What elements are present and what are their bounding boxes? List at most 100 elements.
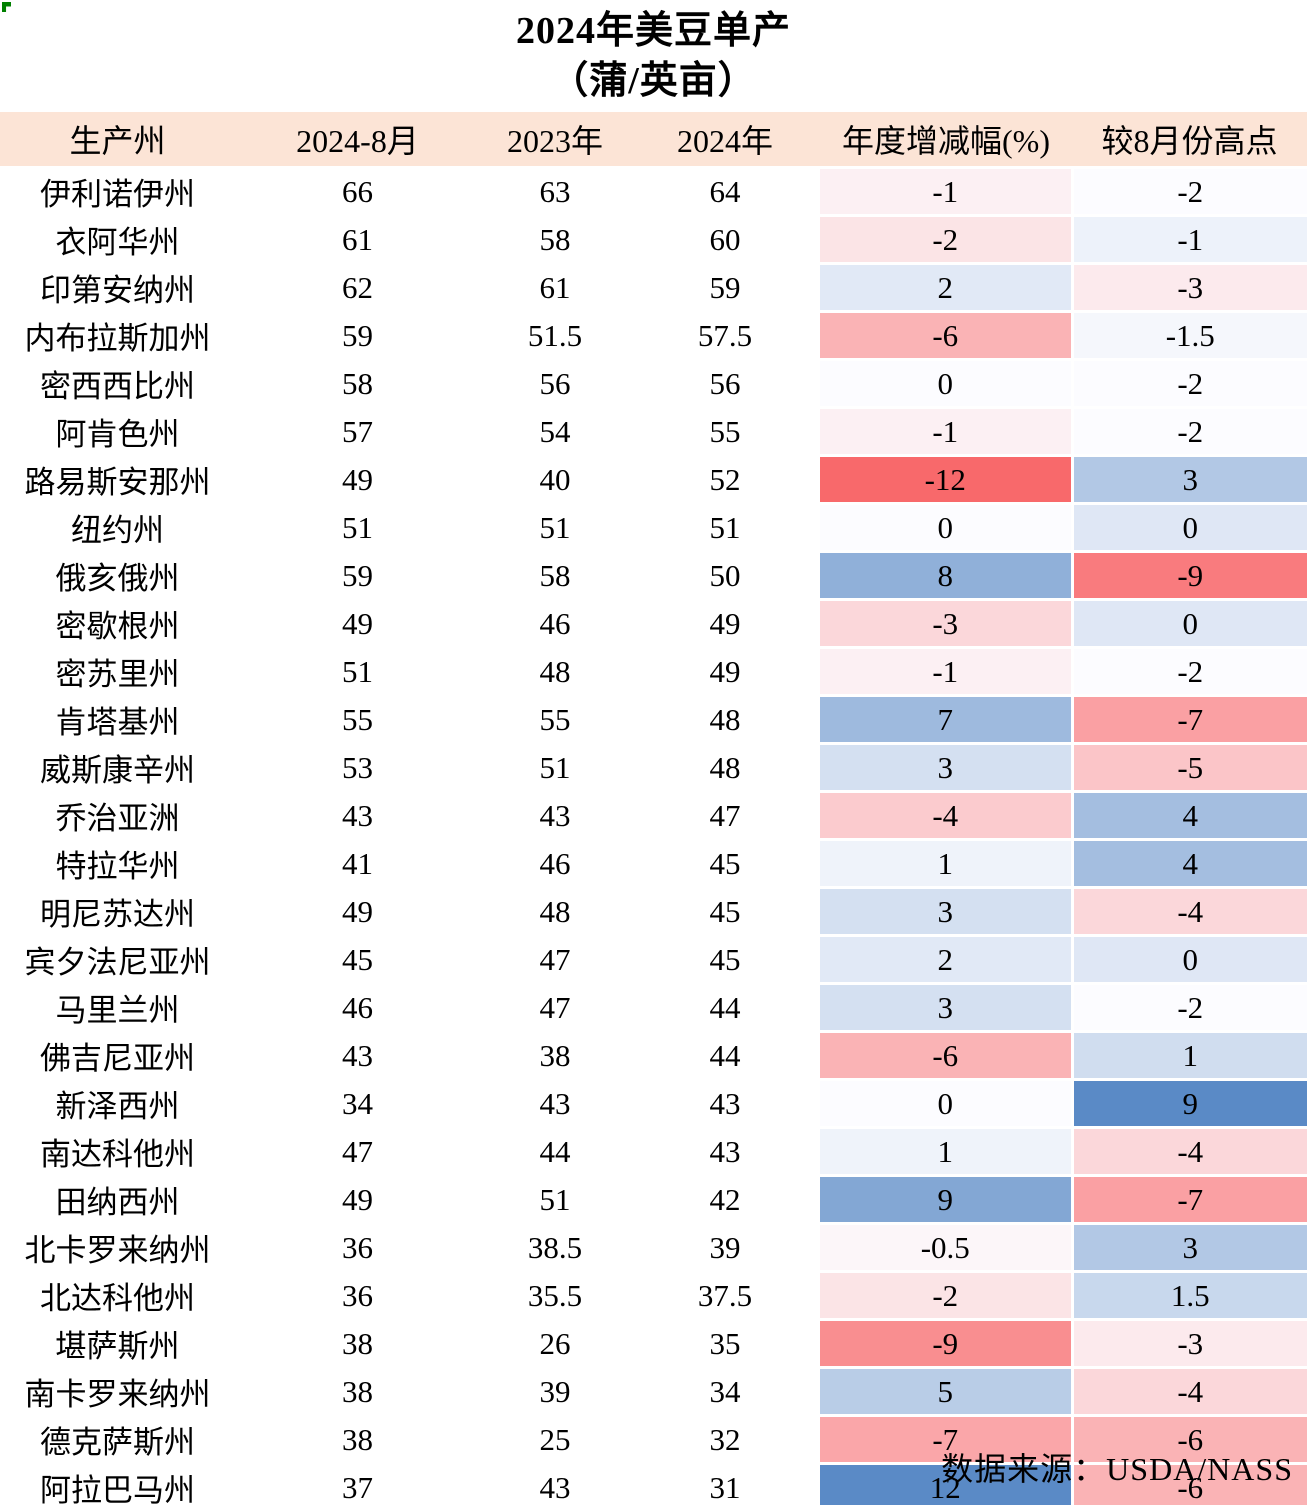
table-row: 威斯康辛州 53 51 48 3 -5	[0, 743, 1307, 793]
year-2024-cell: 55	[630, 407, 820, 457]
year-2024-cell: 45	[630, 935, 820, 985]
year-2023-cell: 46	[480, 839, 630, 889]
state-name-cell: 南达科他州	[0, 1127, 235, 1177]
table-row: 密歇根州 49 46 49 -3 0	[0, 599, 1307, 649]
col-header-yoy-change: 年度增减幅(%)	[820, 112, 1072, 169]
aug-2024-cell: 47	[235, 1127, 480, 1177]
state-name-cell: 纽约州	[0, 503, 235, 553]
aug-2024-cell: 51	[235, 503, 480, 553]
aug-2024-cell: 66	[235, 167, 480, 217]
year-2024-cell: 37.5	[630, 1271, 820, 1321]
yoy-change-cell: -3	[820, 599, 1074, 649]
aug-2024-cell: 55	[235, 695, 480, 745]
yoy-change-cell: 1	[820, 839, 1074, 889]
year-2023-cell: 48	[480, 647, 630, 697]
state-name-cell: 阿肯色州	[0, 407, 235, 457]
year-2024-cell: 52	[630, 455, 820, 505]
table-row: 纽约州 51 51 51 0 0	[0, 503, 1307, 553]
data-source-note: 数据来源：USDA/NASS	[941, 1451, 1293, 1487]
year-2024-cell: 32	[630, 1415, 820, 1465]
aug-2024-cell: 49	[235, 887, 480, 937]
year-2024-cell: 34	[630, 1367, 820, 1417]
vs-aug-high-cell: 4	[1072, 839, 1307, 889]
state-name-cell: 特拉华州	[0, 839, 235, 889]
vs-aug-high-cell: -4	[1072, 1367, 1307, 1417]
table-row: 北卡罗来纳州 36 38.5 39 -0.5 3	[0, 1223, 1307, 1273]
yoy-change-cell: 3	[820, 743, 1074, 793]
state-name-cell: 路易斯安那州	[0, 455, 235, 505]
state-name-cell: 北卡罗来纳州	[0, 1223, 235, 1273]
year-2024-cell: 44	[630, 1031, 820, 1081]
table-row: 明尼苏达州 49 48 45 3 -4	[0, 887, 1307, 937]
state-name-cell: 南卡罗来纳州	[0, 1367, 235, 1417]
year-2024-cell: 45	[630, 887, 820, 937]
aug-2024-cell: 34	[235, 1079, 480, 1129]
table-row: 路易斯安那州 49 40 52 -12 3	[0, 455, 1307, 505]
year-2024-cell: 35	[630, 1319, 820, 1369]
aug-2024-cell: 37	[235, 1463, 480, 1505]
yoy-change-cell: -4	[820, 791, 1074, 841]
year-2023-cell: 25	[480, 1415, 630, 1465]
year-2023-cell: 58	[480, 551, 630, 601]
aug-2024-cell: 36	[235, 1271, 480, 1321]
yoy-change-cell: -6	[820, 1031, 1074, 1081]
yoy-change-cell: 0	[820, 1079, 1074, 1129]
year-2023-cell: 56	[480, 359, 630, 409]
table-row: 内布拉斯加州 59 51.5 57.5 -6 -1.5	[0, 311, 1307, 361]
yoy-change-cell: -2	[820, 1271, 1074, 1321]
yoy-change-cell: 5	[820, 1367, 1074, 1417]
year-2023-cell: 63	[480, 167, 630, 217]
col-header-vs-aug-high: 较8月份高点	[1072, 112, 1307, 169]
yoy-change-cell: -0.5	[820, 1223, 1074, 1273]
year-2023-cell: 44	[480, 1127, 630, 1177]
table-row: 肯塔基州 55 55 48 7 -7	[0, 695, 1307, 745]
year-2023-cell: 54	[480, 407, 630, 457]
year-2023-cell: 43	[480, 1463, 630, 1505]
yoy-change-cell: 2	[820, 263, 1074, 313]
year-2023-cell: 51	[480, 503, 630, 553]
table-row: 南达科他州 47 44 43 1 -4	[0, 1127, 1307, 1177]
state-name-cell: 密西西比州	[0, 359, 235, 409]
year-2023-cell: 47	[480, 983, 630, 1033]
vs-aug-high-cell: -3	[1072, 1319, 1307, 1369]
year-2024-cell: 56	[630, 359, 820, 409]
state-name-cell: 堪萨斯州	[0, 1319, 235, 1369]
vs-aug-high-cell: -9	[1072, 551, 1307, 601]
year-2023-cell: 48	[480, 887, 630, 937]
yoy-change-cell: -12	[820, 455, 1074, 505]
state-name-cell: 佛吉尼亚州	[0, 1031, 235, 1081]
aug-2024-cell: 43	[235, 1031, 480, 1081]
yoy-change-cell: -1	[820, 167, 1074, 217]
year-2023-cell: 43	[480, 1079, 630, 1129]
aug-2024-cell: 59	[235, 311, 480, 361]
yoy-change-cell: -1	[820, 647, 1074, 697]
state-name-cell: 密苏里州	[0, 647, 235, 697]
year-2023-cell: 43	[480, 791, 630, 841]
yoy-change-cell: 2	[820, 935, 1074, 985]
aug-2024-cell: 62	[235, 263, 480, 313]
state-name-cell: 肯塔基州	[0, 695, 235, 745]
yoy-change-cell: 8	[820, 551, 1074, 601]
aug-2024-cell: 58	[235, 359, 480, 409]
vs-aug-high-cell: -3	[1072, 263, 1307, 313]
table-row: 伊利诺伊州 66 63 64 -1 -2	[0, 167, 1307, 217]
year-2024-cell: 42	[630, 1175, 820, 1225]
table-row: 北达科他州 36 35.5 37.5 -2 1.5	[0, 1271, 1307, 1321]
vs-aug-high-cell: -2	[1072, 983, 1307, 1033]
year-2023-cell: 38.5	[480, 1223, 630, 1273]
col-header-aug-2024: 2024-8月	[235, 112, 480, 169]
vs-aug-high-cell: -2	[1072, 407, 1307, 457]
yoy-change-cell: 1	[820, 1127, 1074, 1177]
aug-2024-cell: 49	[235, 599, 480, 649]
yoy-change-cell: 7	[820, 695, 1074, 745]
year-2024-cell: 51	[630, 503, 820, 553]
yoy-change-cell: 9	[820, 1175, 1074, 1225]
year-2023-cell: 51	[480, 743, 630, 793]
aug-2024-cell: 57	[235, 407, 480, 457]
year-2023-cell: 39	[480, 1367, 630, 1417]
vs-aug-high-cell: 4	[1072, 791, 1307, 841]
vs-aug-high-cell: 3	[1072, 455, 1307, 505]
col-header-state: 生产州	[0, 112, 235, 169]
table-row: 堪萨斯州 38 26 35 -9 -3	[0, 1319, 1307, 1369]
